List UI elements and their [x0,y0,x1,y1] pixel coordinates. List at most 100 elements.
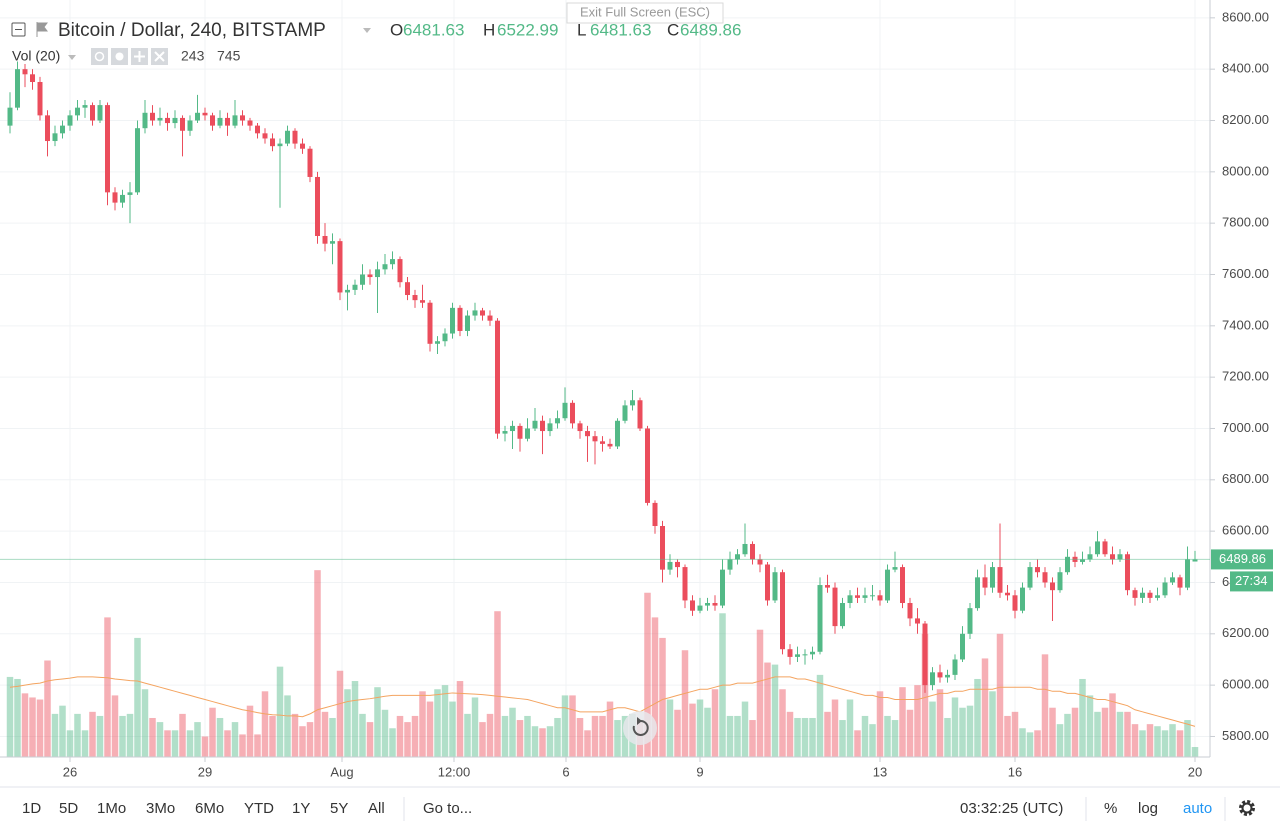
eye-button[interactable] [91,48,108,65]
volume-bar [156,722,164,757]
range-button[interactable]: 6Mo [195,800,224,817]
volume-bar [621,715,629,757]
candle-body [1042,572,1048,583]
goto-button[interactable]: Go to... [423,800,472,817]
ohlc-value: 6489.86 [680,20,741,39]
candle-body [712,603,718,606]
candle-body [870,595,875,597]
candle-body [1102,541,1108,555]
log-toggle[interactable]: log [1138,800,1158,817]
replay-button[interactable] [623,711,657,745]
candle-body [802,654,808,656]
toolbar: 1D 5D 1Mo 3Mo 6Mo YTD 1Y 5Y All [22,800,385,817]
plus-glyph [134,51,145,62]
volume-bar [254,734,261,757]
candle-body [255,125,260,134]
volume-bar [321,711,329,757]
settings-gear[interactable] [1239,800,1255,816]
percent-toggle[interactable]: % [1104,800,1117,817]
candle-body [817,585,823,652]
volume-bar [66,730,74,757]
candle-body [180,117,185,131]
candle-body [1087,554,1093,560]
volume-bar [929,701,936,757]
volume-bar [59,705,66,757]
candle-body [187,120,193,131]
volume-bar [846,699,854,757]
last-price-label: 6489.86 [1219,551,1266,566]
volume-bar [134,637,141,757]
indicator-name: Vol (20) [12,48,60,64]
range-button[interactable]: 1Mo [97,800,126,817]
y-tick-label: 6200.00 [1222,625,1269,640]
auto-toggle[interactable]: auto [1183,800,1212,817]
range-button[interactable]: 1Y [292,800,310,817]
volume-bar [1011,711,1019,757]
candle-body [645,428,650,503]
volume-bar [1004,715,1011,757]
y-tick-label: 7600.00 [1222,266,1269,281]
volume-bar [96,715,104,757]
volume-bar [689,703,696,757]
volume-bar [711,689,719,757]
range-button[interactable]: All [368,800,385,817]
candle-body [1005,592,1010,596]
volume-bar [1184,720,1191,757]
x-tick-label: 20 [1188,764,1202,779]
volume-bar [809,717,816,757]
candle-body [885,569,890,601]
x-tick-label: 16 [1008,764,1022,779]
candle-body [157,117,163,121]
candle-body [360,274,365,285]
volume-bar [104,617,111,757]
candle-body [607,443,613,447]
volume-bar [764,662,771,757]
symbol-dropdown[interactable] [363,28,371,33]
volume-ma-value: 745 [217,48,241,64]
range-button[interactable]: 1D [22,800,41,817]
volume-bar [141,689,149,757]
x-tick-label: 6 [562,764,569,779]
volume-bar [21,693,29,757]
candle-body [37,81,43,116]
volume-bar [209,707,216,757]
candle-body [967,608,973,634]
volume-bar [749,720,756,757]
flag-icon[interactable] [36,22,48,37]
candle-body [975,577,980,609]
indicator-dropdown[interactable] [68,55,76,60]
volume-bar [831,699,839,757]
volume-bar [854,730,861,757]
candle-body [480,310,485,316]
range-button[interactable]: 5Y [330,800,348,817]
candle-body [435,341,440,344]
candle-body [285,130,290,144]
volume-bar [14,678,21,757]
volume-bar [74,713,81,757]
candle-body [1080,559,1085,562]
candle-body [1185,559,1190,588]
collapse-icon[interactable] [11,22,26,37]
candle-body [135,128,140,193]
range-button[interactable]: YTD [244,800,274,817]
y-tick-label: 8600.00 [1222,9,1269,24]
candle-body [1155,595,1160,598]
candle-body [585,431,590,437]
candle-body [705,603,710,606]
candle-body [900,567,905,604]
candle-body [97,105,103,121]
volume-bar [374,687,381,757]
volume-bar [1139,730,1146,757]
volume-bar [659,637,666,757]
candle-body [825,585,830,588]
candle-body [952,659,958,675]
range-button[interactable]: 3Mo [146,800,175,817]
candle-body [922,623,928,686]
candle-body [442,333,448,342]
range-button[interactable]: 5D [59,800,78,817]
volume-bar [531,726,539,757]
candle-body [1192,559,1198,562]
ohlc-value: 6481.63 [590,20,651,39]
candle-body [1095,541,1100,555]
volume-bar [861,715,869,757]
